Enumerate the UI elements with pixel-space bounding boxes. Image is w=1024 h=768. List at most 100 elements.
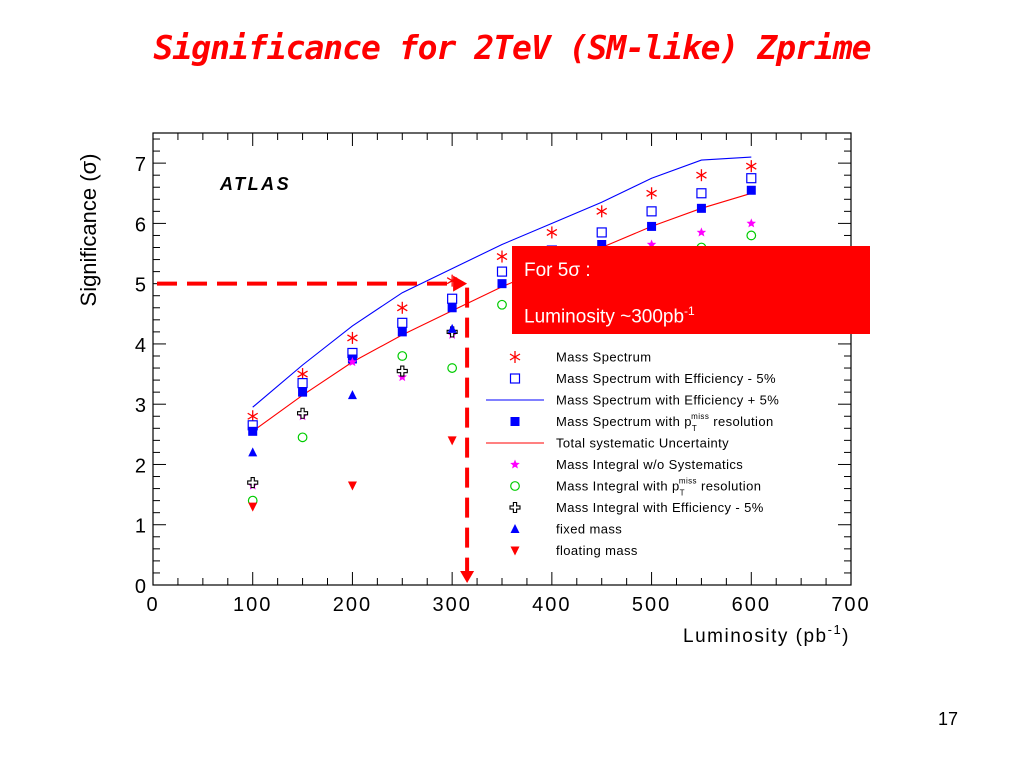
legend-marker-swatch <box>509 373 521 384</box>
legend-label-main: Mass Integral with p <box>556 479 680 494</box>
data-point-series-5 <box>696 227 707 237</box>
y-tick-label: 2 <box>135 455 146 477</box>
data-point-series-1 <box>447 293 458 304</box>
data-point-series-0 <box>347 331 358 344</box>
legend-label-end: resolution <box>709 414 773 429</box>
data-point-series-3 <box>597 239 607 249</box>
data-point-series-0 <box>546 226 558 239</box>
series-line-2 <box>252 156 752 408</box>
data-point-series-5 <box>347 357 358 367</box>
y-axis-label: Significance (σ) <box>76 154 101 307</box>
y-tick-label: 3 <box>135 395 146 417</box>
data-point-series-3 <box>298 387 308 397</box>
legend-label-main: Mass Spectrum with p <box>556 414 692 429</box>
x-tick-label: 600 <box>732 594 771 616</box>
legend-entry-label: Total systematic Uncertainty <box>556 436 729 451</box>
data-point-series-1 <box>646 206 657 217</box>
data-point-series-6 <box>746 230 757 241</box>
x-tick-label: 500 <box>632 594 671 616</box>
data-point-series-0 <box>696 169 707 182</box>
data-point-series-0 <box>596 205 608 218</box>
data-point-series-3 <box>746 185 756 195</box>
data-point-series-7 <box>247 476 259 489</box>
legend-entry-label: Mass Spectrum with Efficiency - 5% <box>556 371 776 386</box>
axis-ticks <box>152 133 852 586</box>
callout-line-2-main: Luminosity ~300pb <box>524 306 685 328</box>
data-point-series-1 <box>696 188 707 199</box>
legend-marker-swatch <box>509 351 521 363</box>
x-tick-label: 100 <box>233 594 272 616</box>
legend-marker-swatch <box>510 481 520 491</box>
legend-marker-swatch <box>510 417 520 426</box>
data-point-series-3 <box>497 279 507 289</box>
legend-label-sub: T <box>680 489 685 498</box>
x-axis-label-main: Luminosity (pb <box>683 626 828 647</box>
data-point-series-7 <box>396 365 408 377</box>
data-point-series-9 <box>347 481 357 491</box>
data-point-series-8 <box>447 323 457 333</box>
legend-marker-swatch <box>510 546 520 556</box>
data-point-series-1 <box>496 266 508 277</box>
x-tick-label: 700 <box>831 594 870 616</box>
data-point-series-3 <box>447 303 457 313</box>
legend-entry-label: fixed mass <box>556 522 622 537</box>
five-sigma-annotation <box>157 275 475 583</box>
data-point-series-3 <box>647 221 657 231</box>
horizontal-arrow-head <box>453 275 468 292</box>
atlas-label: ATLAS <box>219 174 291 194</box>
x-axis-label: Luminosity (pb-1) <box>683 622 850 647</box>
x-tick-label: 200 <box>333 594 372 616</box>
y-tick-label: 1 <box>135 516 146 538</box>
data-point-series-3 <box>397 327 407 337</box>
legend-marker-swatch <box>509 501 521 514</box>
data-point-series-3 <box>696 203 706 213</box>
x-tick-labels: 0 100 200 300 400 500 600 700 <box>146 594 870 616</box>
x-axis-label-sup: -1 <box>828 622 843 637</box>
callout-line-2: Luminosity ~300pb-1 <box>524 304 695 328</box>
data-point-series-8 <box>248 447 258 457</box>
data-point-series-1 <box>297 378 308 389</box>
legend: Mass Spectrum Mass Spectrum with Efficien… <box>486 350 779 558</box>
legend-entry-label: Mass Spectrum with pTmiss resolution <box>556 412 774 433</box>
y-tick-labels: 0 1 2 3 4 5 6 7 <box>135 154 146 598</box>
legend-entry-label: Mass Spectrum <box>556 350 652 365</box>
legend-entry-label: floating mass <box>556 543 638 558</box>
legend-entry-label: Mass Spectrum with Efficiency + 5% <box>556 393 779 408</box>
callout-line-2-sup: -1 <box>684 304 695 318</box>
legend-marker-swatch <box>510 459 520 469</box>
page-number: 17 <box>937 709 958 729</box>
callout-line-1: For 5σ : <box>524 260 591 281</box>
slide-title: Significance for 2TeV (SM-like) Zprime <box>153 28 872 67</box>
y-tick-label: 4 <box>135 335 146 357</box>
data-point-series-6 <box>397 351 408 361</box>
data-point-series-3 <box>248 426 258 436</box>
legend-entry-label: Mass Integral with pTmiss resolution <box>556 477 761 498</box>
y-tick-label: 6 <box>135 214 146 236</box>
legend-label-sup: miss <box>679 477 697 486</box>
legend-entry-label: Mass Integral with Efficiency - 5% <box>556 500 764 515</box>
data-point-series-1 <box>746 173 757 184</box>
data-point-series-6 <box>497 299 507 310</box>
five-sigma-callout: For 5σ : Luminosity ~300pb-1 <box>512 246 870 334</box>
y-tick-label: 7 <box>135 154 146 176</box>
data-point-series-1 <box>397 317 408 328</box>
y-tick-label: 0 <box>135 576 146 598</box>
x-tick-label: 0 <box>146 594 159 616</box>
data-point-series-0 <box>396 301 408 314</box>
legend-label-sup: miss <box>691 412 709 421</box>
vertical-arrow-head <box>460 571 475 583</box>
data-point-series-0 <box>646 187 657 200</box>
data-point-series-6 <box>297 432 308 443</box>
data-point-series-8 <box>347 390 357 400</box>
legend-marker-swatch <box>510 524 520 533</box>
plot-frame <box>152 132 852 586</box>
data-point-series-0 <box>496 250 508 263</box>
x-tick-label: 400 <box>532 594 571 616</box>
x-tick-label: 300 <box>432 594 471 616</box>
data-point-series-5 <box>746 218 756 228</box>
data-point-series-9 <box>447 436 457 446</box>
data-point-series-6 <box>447 363 458 373</box>
legend-label-end: resolution <box>697 479 761 494</box>
data-point-series-7 <box>297 407 309 419</box>
